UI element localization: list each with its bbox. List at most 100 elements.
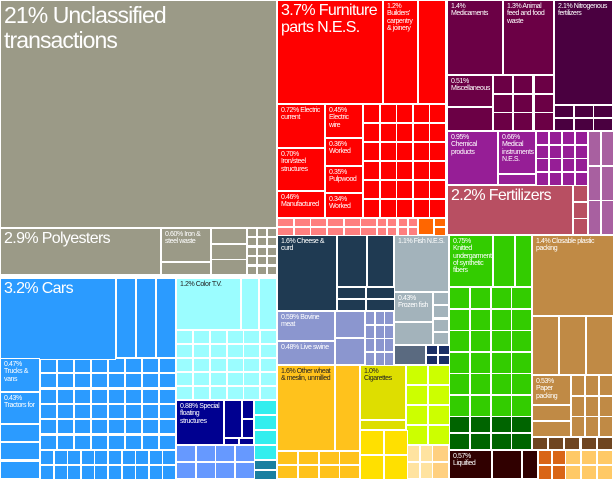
treemap-tile[interactable] <box>573 185 588 202</box>
treemap-tile[interactable] <box>493 235 515 287</box>
treemap-tile[interactable] <box>196 462 216 479</box>
treemap-tile[interactable] <box>599 416 613 437</box>
treemap-tile-labeled[interactable]: 0.95% Chemical products <box>447 131 498 185</box>
treemap-tile[interactable] <box>161 262 211 275</box>
treemap-tile[interactable] <box>360 420 406 430</box>
treemap-tile[interactable] <box>40 435 57 450</box>
treemap-tile[interactable] <box>108 389 125 404</box>
treemap-tile[interactable] <box>247 247 257 256</box>
treemap-tile[interactable] <box>108 419 125 434</box>
treemap-tile[interactable] <box>588 131 601 166</box>
treemap-tile[interactable] <box>513 94 533 113</box>
treemap-tile[interactable] <box>267 256 277 265</box>
treemap-tile[interactable] <box>162 450 176 465</box>
treemap-tile[interactable] <box>384 325 394 339</box>
treemap-tile-labeled[interactable]: 0.48% Live swine <box>277 341 335 365</box>
treemap-tile[interactable] <box>564 437 580 450</box>
treemap-tile[interactable] <box>470 416 491 433</box>
treemap-tile[interactable] <box>511 395 532 417</box>
treemap-tile[interactable] <box>94 450 108 465</box>
treemap-tile[interactable] <box>562 131 575 145</box>
treemap-tile[interactable] <box>384 352 394 366</box>
treemap-tile[interactable] <box>67 450 81 465</box>
treemap-tile[interactable] <box>573 218 588 235</box>
treemap-tile[interactable] <box>418 0 446 104</box>
treemap-tile[interactable] <box>136 278 156 358</box>
treemap-tile[interactable] <box>247 266 257 275</box>
treemap-tile[interactable] <box>554 118 574 131</box>
treemap-tile[interactable] <box>363 180 380 199</box>
treemap-tile[interactable] <box>407 445 420 462</box>
treemap-tile[interactable] <box>396 104 413 123</box>
treemap-tile[interactable] <box>335 311 365 338</box>
treemap-tile[interactable] <box>298 451 319 465</box>
treemap-tile[interactable] <box>366 299 395 311</box>
treemap-tile[interactable] <box>418 218 434 235</box>
treemap-tile[interactable] <box>210 386 227 400</box>
treemap-tile[interactable] <box>470 395 491 417</box>
treemap-tile[interactable] <box>365 325 375 339</box>
treemap-tile[interactable] <box>493 75 513 94</box>
treemap-tile-labeled[interactable]: 0.72% Electric current <box>277 104 325 148</box>
treemap-tile[interactable] <box>40 404 57 419</box>
treemap-tile[interactable] <box>211 259 247 275</box>
treemap-tile[interactable] <box>243 344 260 358</box>
treemap-tile[interactable] <box>511 352 532 374</box>
treemap-tile[interactable] <box>586 316 613 375</box>
treemap-tile[interactable] <box>407 462 420 479</box>
treemap-tile[interactable] <box>562 145 575 159</box>
treemap-tile[interactable] <box>433 292 449 305</box>
treemap-tile-labeled[interactable]: 0.51% Miscellaneous <box>447 75 493 107</box>
treemap-tile[interactable] <box>57 358 74 373</box>
treemap-tile[interactable] <box>125 389 142 404</box>
treemap-tile[interactable] <box>254 430 277 445</box>
treemap-tile[interactable] <box>260 330 277 344</box>
treemap-tile[interactable] <box>176 462 196 479</box>
treemap-tile[interactable] <box>575 131 588 145</box>
treemap-tile[interactable] <box>257 237 267 246</box>
treemap-tile[interactable] <box>380 104 397 123</box>
treemap-tile-labeled[interactable]: 0.66% Medical instruments N.E.S. <box>498 131 536 174</box>
treemap-tile[interactable] <box>449 309 470 331</box>
treemap-tile[interactable] <box>380 142 397 161</box>
treemap-tile[interactable] <box>597 465 613 479</box>
treemap-tile-labeled[interactable]: 21% Unclassified transactions <box>0 0 277 228</box>
treemap-tile[interactable] <box>447 107 493 131</box>
treemap-tile[interactable] <box>108 404 125 419</box>
treemap-tile-labeled[interactable]: 3.7% Furniture parts N.E.S. <box>277 0 383 104</box>
treemap-tile[interactable] <box>428 385 450 405</box>
treemap-tile[interactable] <box>241 278 259 330</box>
treemap-tile[interactable] <box>57 419 74 434</box>
treemap-tile[interactable] <box>449 395 470 417</box>
treemap-tile[interactable] <box>538 450 552 465</box>
treemap-tile[interactable] <box>573 202 588 219</box>
treemap-tile[interactable] <box>149 450 163 465</box>
treemap-tile[interactable] <box>585 396 599 417</box>
treemap-tile[interactable] <box>227 344 244 358</box>
treemap-tile[interactable] <box>57 435 74 450</box>
treemap-tile[interactable] <box>339 451 360 465</box>
treemap-tile[interactable] <box>470 330 491 352</box>
treemap-tile-labeled[interactable]: 0.59% Bovine meat <box>277 311 335 341</box>
treemap-tile-labeled[interactable]: 0.70% Iron/steel structures <box>277 148 325 191</box>
treemap-tile[interactable] <box>243 358 260 372</box>
treemap-tile[interactable] <box>74 358 91 373</box>
treemap-tile[interactable] <box>433 332 449 345</box>
treemap-tile[interactable] <box>380 123 397 142</box>
treemap-tile[interactable] <box>40 373 57 388</box>
treemap-tile[interactable] <box>193 372 210 386</box>
treemap-tile[interactable] <box>162 465 176 479</box>
treemap-tile[interactable] <box>122 450 136 465</box>
treemap-tile[interactable] <box>515 235 532 287</box>
treemap-tile[interactable] <box>335 338 365 365</box>
treemap-tile[interactable] <box>536 131 549 145</box>
treemap-tile[interactable] <box>176 358 193 372</box>
treemap-tile[interactable] <box>360 455 384 479</box>
treemap-tile[interactable] <box>40 465 54 479</box>
treemap-tile[interactable] <box>260 358 277 372</box>
treemap-tile[interactable] <box>339 465 360 479</box>
treemap-tile[interactable] <box>574 105 594 118</box>
treemap-tile[interactable] <box>159 358 176 373</box>
treemap-tile[interactable] <box>91 389 108 404</box>
treemap-tile[interactable] <box>588 200 601 235</box>
